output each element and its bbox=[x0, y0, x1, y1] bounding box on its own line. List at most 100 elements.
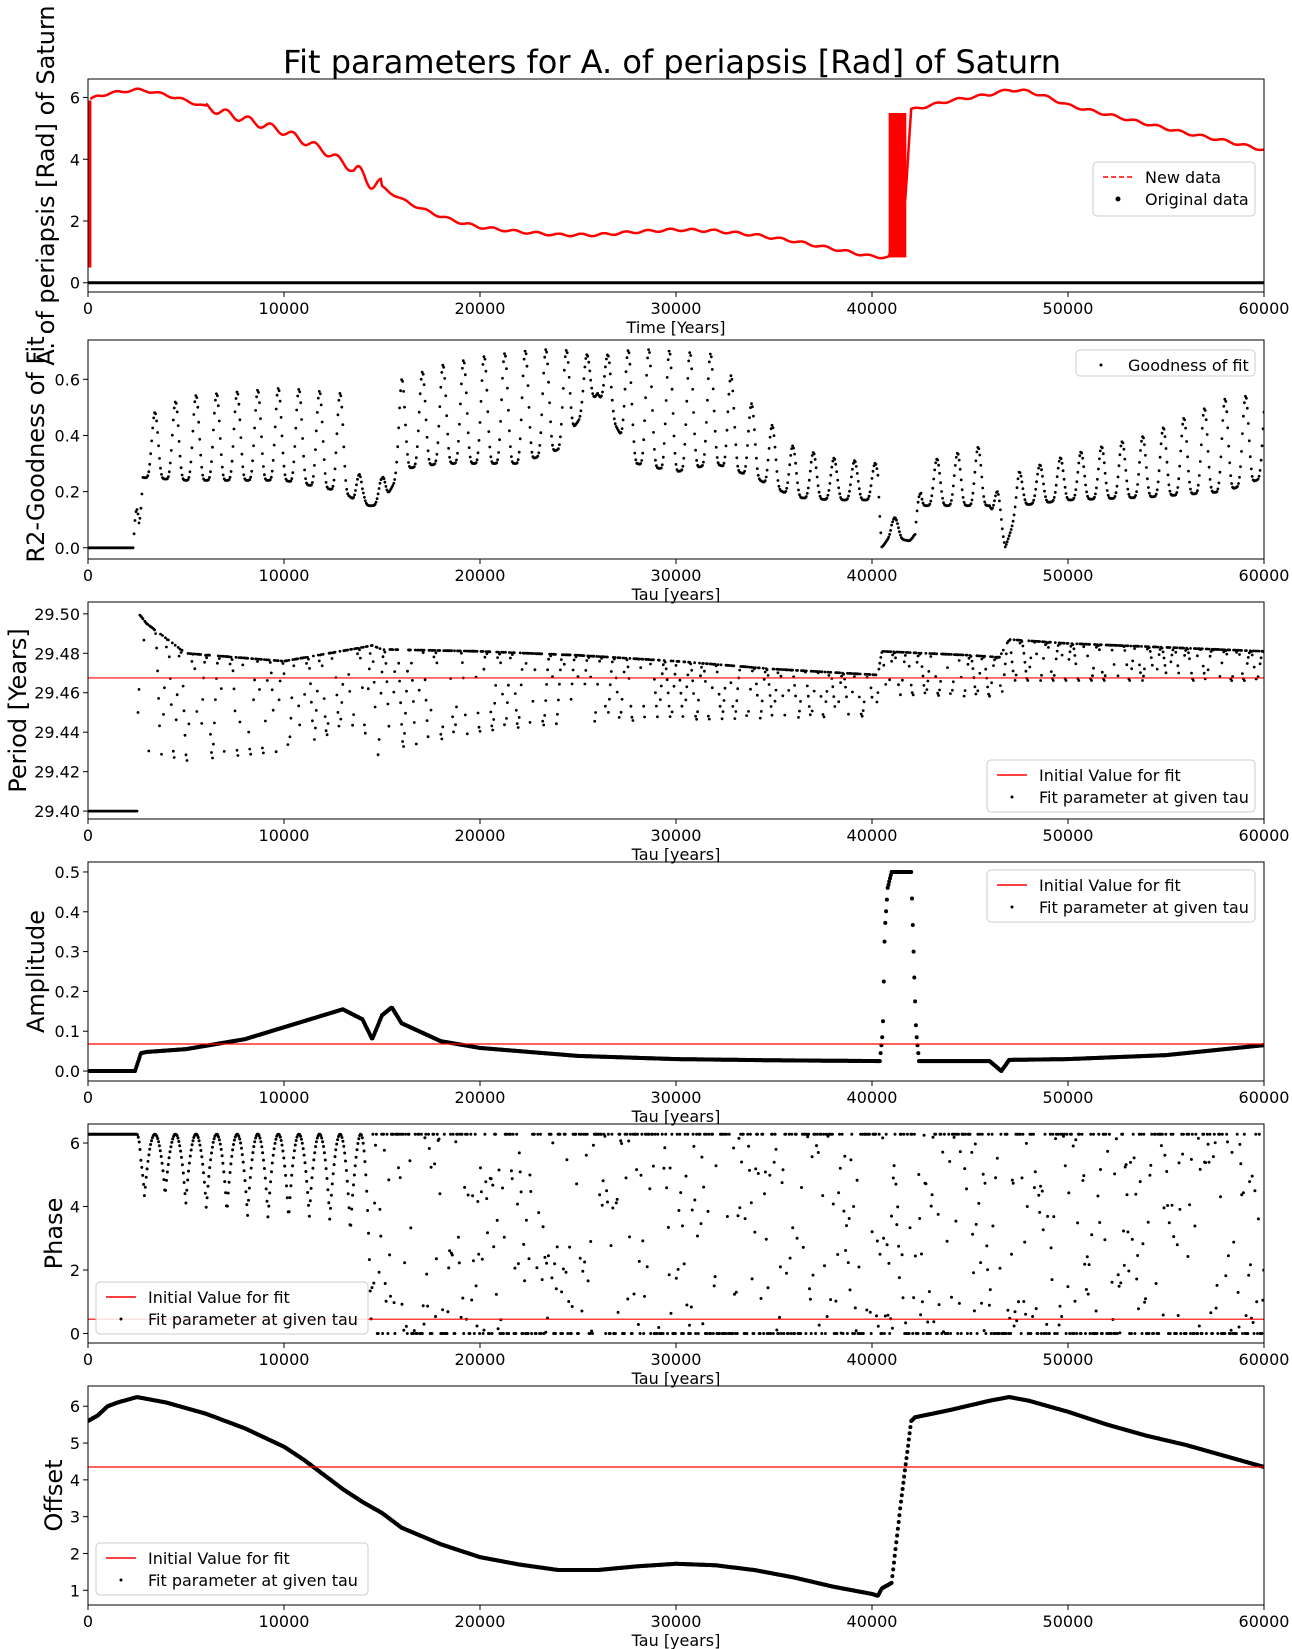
plot-area-r2 bbox=[88, 348, 1264, 550]
data-point bbox=[456, 451, 459, 455]
data-point bbox=[362, 1149, 366, 1153]
data-point bbox=[899, 533, 902, 537]
data-point bbox=[262, 465, 265, 468]
data-point bbox=[1054, 483, 1058, 487]
legend-box bbox=[986, 759, 1256, 813]
data-point bbox=[915, 509, 919, 513]
data-point bbox=[423, 399, 427, 403]
data-point bbox=[1243, 401, 1246, 405]
data-point bbox=[520, 668, 524, 671]
data-point bbox=[303, 468, 306, 472]
data-point bbox=[165, 1170, 169, 1174]
data-point bbox=[638, 657, 642, 661]
data-point bbox=[208, 476, 211, 479]
data-point bbox=[183, 1192, 187, 1196]
data-point bbox=[251, 1151, 255, 1155]
data-point bbox=[641, 657, 645, 661]
data-point bbox=[672, 684, 676, 688]
data-point bbox=[177, 1140, 181, 1143]
data-point bbox=[1115, 484, 1119, 488]
data-point bbox=[558, 1132, 562, 1136]
data-point bbox=[451, 1132, 455, 1136]
data-point bbox=[402, 1328, 406, 1332]
data-point bbox=[922, 684, 926, 687]
data-point bbox=[1185, 440, 1188, 443]
data-point bbox=[263, 1176, 267, 1180]
data-point bbox=[295, 408, 299, 412]
data-point bbox=[238, 1137, 242, 1141]
data-point bbox=[973, 470, 977, 474]
data-point bbox=[332, 478, 336, 482]
data-point bbox=[168, 461, 172, 465]
data-point bbox=[190, 446, 194, 450]
data-point bbox=[1238, 653, 1241, 656]
data-point bbox=[698, 1132, 702, 1136]
data-point bbox=[561, 653, 565, 657]
data-point bbox=[999, 508, 1002, 512]
data-point bbox=[1095, 645, 1098, 649]
data-point bbox=[997, 493, 1000, 496]
data-point bbox=[735, 1332, 739, 1335]
data-point bbox=[461, 359, 465, 363]
data-point bbox=[910, 691, 914, 694]
data-point bbox=[732, 1146, 736, 1150]
data-point bbox=[583, 1260, 587, 1264]
data-point bbox=[622, 404, 626, 408]
data-point bbox=[502, 1235, 506, 1239]
data-point bbox=[314, 726, 317, 730]
data-point bbox=[554, 1287, 558, 1291]
data-point bbox=[495, 1218, 499, 1222]
data-point bbox=[440, 371, 444, 374]
data-point bbox=[889, 529, 892, 532]
data-point bbox=[790, 1132, 794, 1136]
data-point bbox=[835, 470, 839, 474]
data-point bbox=[705, 421, 708, 424]
data-point bbox=[158, 1149, 162, 1153]
data-point bbox=[693, 1198, 697, 1202]
data-point bbox=[292, 460, 296, 464]
data-point bbox=[164, 636, 167, 640]
x-tick-label: 30000 bbox=[651, 566, 702, 585]
data-point bbox=[688, 1323, 691, 1327]
data-point bbox=[474, 461, 478, 465]
legend-box bbox=[1092, 161, 1256, 217]
data-point bbox=[345, 1179, 349, 1183]
data-point bbox=[1250, 475, 1254, 478]
data-point bbox=[813, 1132, 817, 1136]
data-point bbox=[336, 711, 340, 714]
data-point bbox=[197, 420, 201, 424]
data-point bbox=[846, 671, 849, 675]
data-point bbox=[692, 692, 695, 695]
data-point bbox=[320, 1136, 324, 1140]
data-point bbox=[513, 1266, 517, 1270]
data-point bbox=[1189, 487, 1192, 491]
data-point bbox=[530, 450, 534, 454]
data-point bbox=[941, 496, 944, 500]
data-point bbox=[1176, 664, 1180, 668]
data-point bbox=[522, 357, 526, 361]
data-point bbox=[159, 1155, 163, 1158]
data-point bbox=[503, 723, 506, 727]
data-point bbox=[1000, 527, 1004, 531]
data-point bbox=[724, 1332, 728, 1335]
x-tick-label: 40000 bbox=[847, 826, 898, 845]
data-point bbox=[249, 752, 253, 756]
data-point bbox=[135, 1133, 139, 1137]
data-point bbox=[185, 759, 189, 762]
data-point bbox=[1119, 444, 1123, 448]
data-point bbox=[1240, 450, 1243, 453]
data-point bbox=[325, 1177, 329, 1180]
data-point bbox=[693, 432, 696, 436]
data-point bbox=[508, 429, 511, 433]
data-point bbox=[308, 1199, 312, 1203]
data-point bbox=[423, 1136, 427, 1140]
data-point bbox=[309, 682, 312, 686]
data-point bbox=[639, 1173, 643, 1177]
data-point bbox=[814, 1332, 818, 1335]
data-point bbox=[932, 477, 936, 481]
data-point bbox=[171, 418, 175, 422]
data-point bbox=[967, 656, 971, 660]
data-point bbox=[810, 1155, 814, 1159]
data-point bbox=[977, 447, 981, 450]
data-point bbox=[322, 458, 326, 461]
